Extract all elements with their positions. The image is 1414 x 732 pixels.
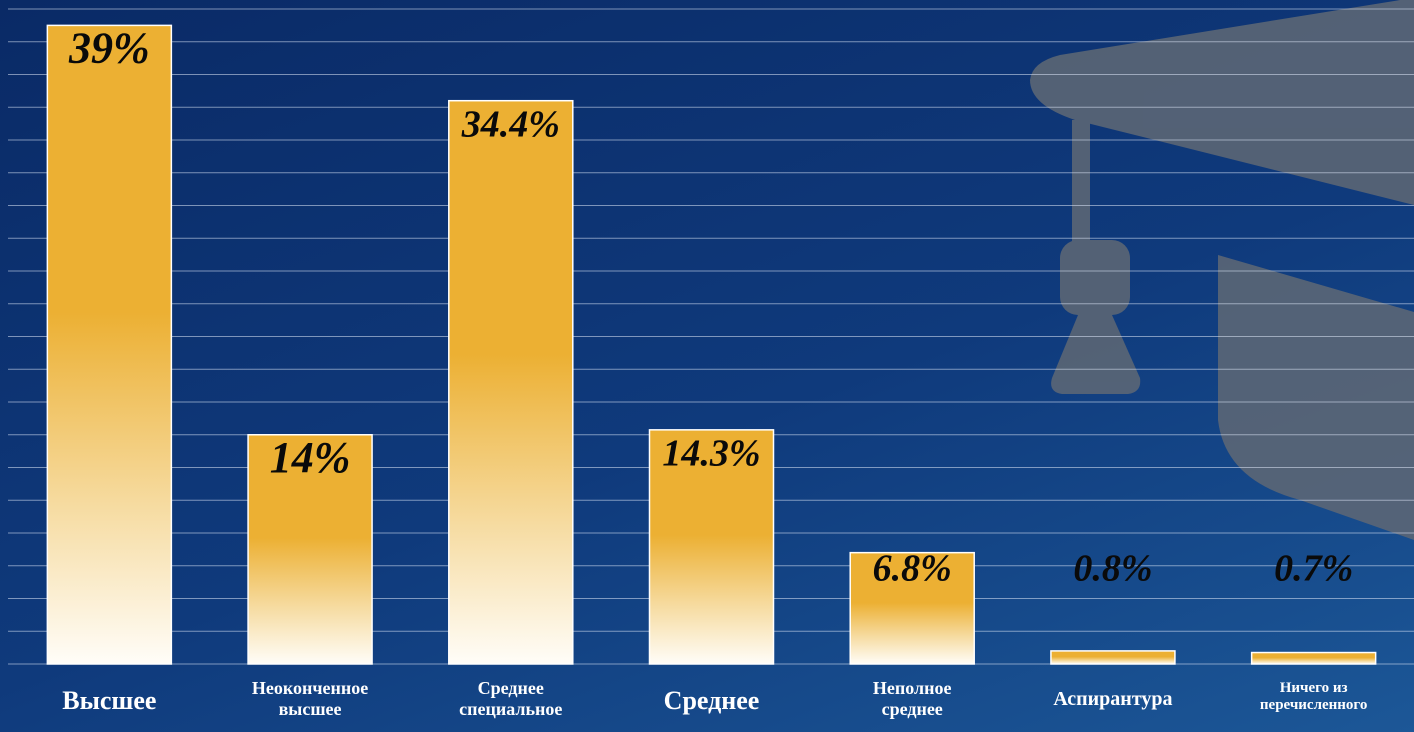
value-label: 34.4% [461, 103, 560, 145]
value-label: 0.8% [1073, 548, 1152, 590]
value-label: 0.7% [1274, 548, 1353, 590]
value-label: 6.8% [873, 548, 952, 590]
bar [46, 24, 173, 665]
category-label: Среднее [663, 686, 760, 715]
value-label: 39% [68, 23, 150, 72]
bar [849, 551, 975, 665]
category-label: Неполное среднее [872, 678, 952, 719]
bar [1050, 650, 1176, 665]
category-label: Ничего из перечисленного [1259, 680, 1368, 714]
graduation-cap-icon [1030, 0, 1414, 540]
grid [8, 8, 1414, 665]
bar [448, 99, 574, 665]
value-label: 14.3% [662, 433, 760, 475]
category-label: Среднее специальное [459, 678, 563, 719]
bars: 39% 14% 34.4% 14.3% 6.8% 0.8% 0.7% [46, 23, 1377, 665]
category-label: Высшее [62, 686, 157, 715]
bar [247, 434, 373, 665]
category-label: Неоконченное высшее [251, 678, 369, 719]
value-label: 14% [270, 433, 351, 482]
category-label: Аспирантура [1053, 688, 1173, 710]
bar [648, 429, 775, 665]
bar [1250, 651, 1377, 665]
